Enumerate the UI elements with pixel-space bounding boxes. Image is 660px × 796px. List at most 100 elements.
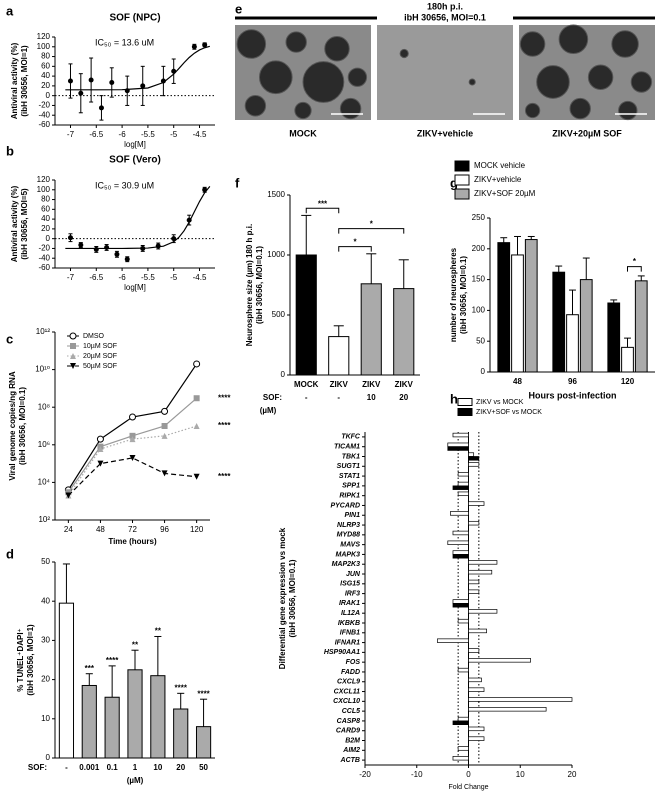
y-tick-label: 30 (41, 636, 50, 645)
bar (566, 314, 579, 373)
panel-letter: c (6, 331, 13, 346)
neurosphere (569, 97, 591, 120)
y-axis-label: Viral genome copies/ng RNA (8, 371, 17, 480)
x-tick-label: 0 (466, 770, 471, 779)
y-tick-label: 200 (472, 244, 486, 253)
x-axis-label: log[M] (124, 283, 146, 292)
bar (579, 279, 593, 373)
x-axis-label: Fold Change (448, 784, 488, 791)
legend-swatch (454, 174, 470, 186)
image-label: ZIKV+vehicle (417, 128, 473, 138)
x-tick-label: ZIKV (362, 380, 381, 389)
bar (452, 485, 469, 490)
unit-label: (µM) (127, 776, 144, 785)
point (129, 454, 136, 461)
x-tick-label: 10 (516, 770, 525, 779)
bar (457, 618, 469, 624)
legend-swatch (457, 408, 473, 416)
bar (457, 716, 469, 722)
x-tick-label: -6.5 (89, 273, 103, 282)
bar (447, 446, 469, 451)
y-tick-label: IFNB1 (340, 630, 360, 637)
x-tick-label: 10 (153, 763, 162, 772)
bar (173, 708, 189, 759)
point (191, 44, 197, 50)
x-tick-label: 20 (176, 763, 185, 772)
point (193, 395, 200, 402)
bar (468, 687, 485, 692)
point (97, 445, 104, 452)
point (161, 407, 169, 415)
legend-marker (69, 332, 77, 340)
y-tick-label: 0 (481, 367, 486, 376)
neurosphere (302, 61, 345, 103)
y-tick-label: SPP1 (342, 483, 360, 490)
legend-label: 50µM SOF (83, 363, 117, 370)
y-tick-label: TKFC (341, 434, 361, 441)
bar (468, 648, 480, 653)
x-tick-label: ZIKV (330, 380, 349, 389)
bar (468, 456, 480, 461)
x-tick-label: 20 (399, 393, 408, 402)
y-tick-label: -40 (38, 253, 50, 262)
point (193, 473, 200, 480)
x-tick-label: -10 (411, 770, 423, 779)
significance: **** (106, 656, 119, 665)
bar (634, 280, 648, 373)
y-tick-label: -20 (38, 101, 50, 110)
x-tick-label: - (65, 763, 68, 772)
panel-letter: a (6, 3, 14, 18)
point (78, 242, 84, 248)
y-tick-label: 0 (46, 234, 51, 243)
bar (360, 283, 382, 376)
y-tick-label: 10⁶ (38, 440, 50, 449)
point (109, 79, 115, 85)
panel-letter: f (235, 175, 240, 190)
significance: **** (197, 689, 210, 698)
x-tick-label: 0.001 (79, 763, 100, 772)
chart-title: 180h p.i. (427, 1, 463, 11)
bar (452, 599, 469, 604)
y-tick-label: IRAK1 (339, 600, 360, 607)
bar (150, 675, 166, 759)
neurosphere (285, 31, 307, 53)
legend-label: DMSO (83, 333, 105, 340)
significance: **** (218, 393, 231, 402)
point (186, 217, 192, 223)
y-tick-label: STAT1 (339, 473, 360, 480)
chart-title: SOF (NPC) (109, 13, 160, 24)
neurosphere (258, 60, 293, 95)
point (160, 78, 166, 84)
point (161, 470, 168, 477)
neurosphere (536, 65, 570, 99)
x-tick-label: -5.5 (141, 130, 155, 139)
y-axis-label: Antiviral activity (%) (10, 185, 19, 262)
neurosphere (294, 101, 312, 120)
bar (468, 677, 482, 683)
image-label: MOCK (289, 128, 317, 138)
bar (468, 726, 485, 732)
point (161, 432, 168, 439)
x-axis-label: log[M] (124, 140, 146, 149)
point (97, 460, 104, 467)
y-tick-label: CXCL11 (334, 688, 360, 695)
y-tick-label: 80 (41, 52, 50, 61)
bracket (305, 207, 340, 214)
y-axis-label: Antiviral activity (%) (10, 42, 19, 119)
point (171, 236, 177, 242)
neurosphere (611, 30, 639, 58)
x-tick-label: -4.5 (193, 273, 207, 282)
image-label: ZIKV+20µM SOF (552, 128, 622, 138)
bar (104, 696, 120, 759)
bar (81, 684, 97, 759)
panel-letter: e (235, 1, 242, 16)
bar (452, 756, 469, 761)
neurosphere (524, 102, 541, 119)
y-tick-label: 0 (46, 91, 51, 100)
significance: * (370, 220, 374, 229)
x-tick-label: -5.5 (141, 273, 155, 282)
x-tick-label: - (305, 393, 308, 402)
bar (447, 540, 469, 545)
bar (468, 736, 485, 741)
y-tick-label: 50 (476, 336, 485, 345)
